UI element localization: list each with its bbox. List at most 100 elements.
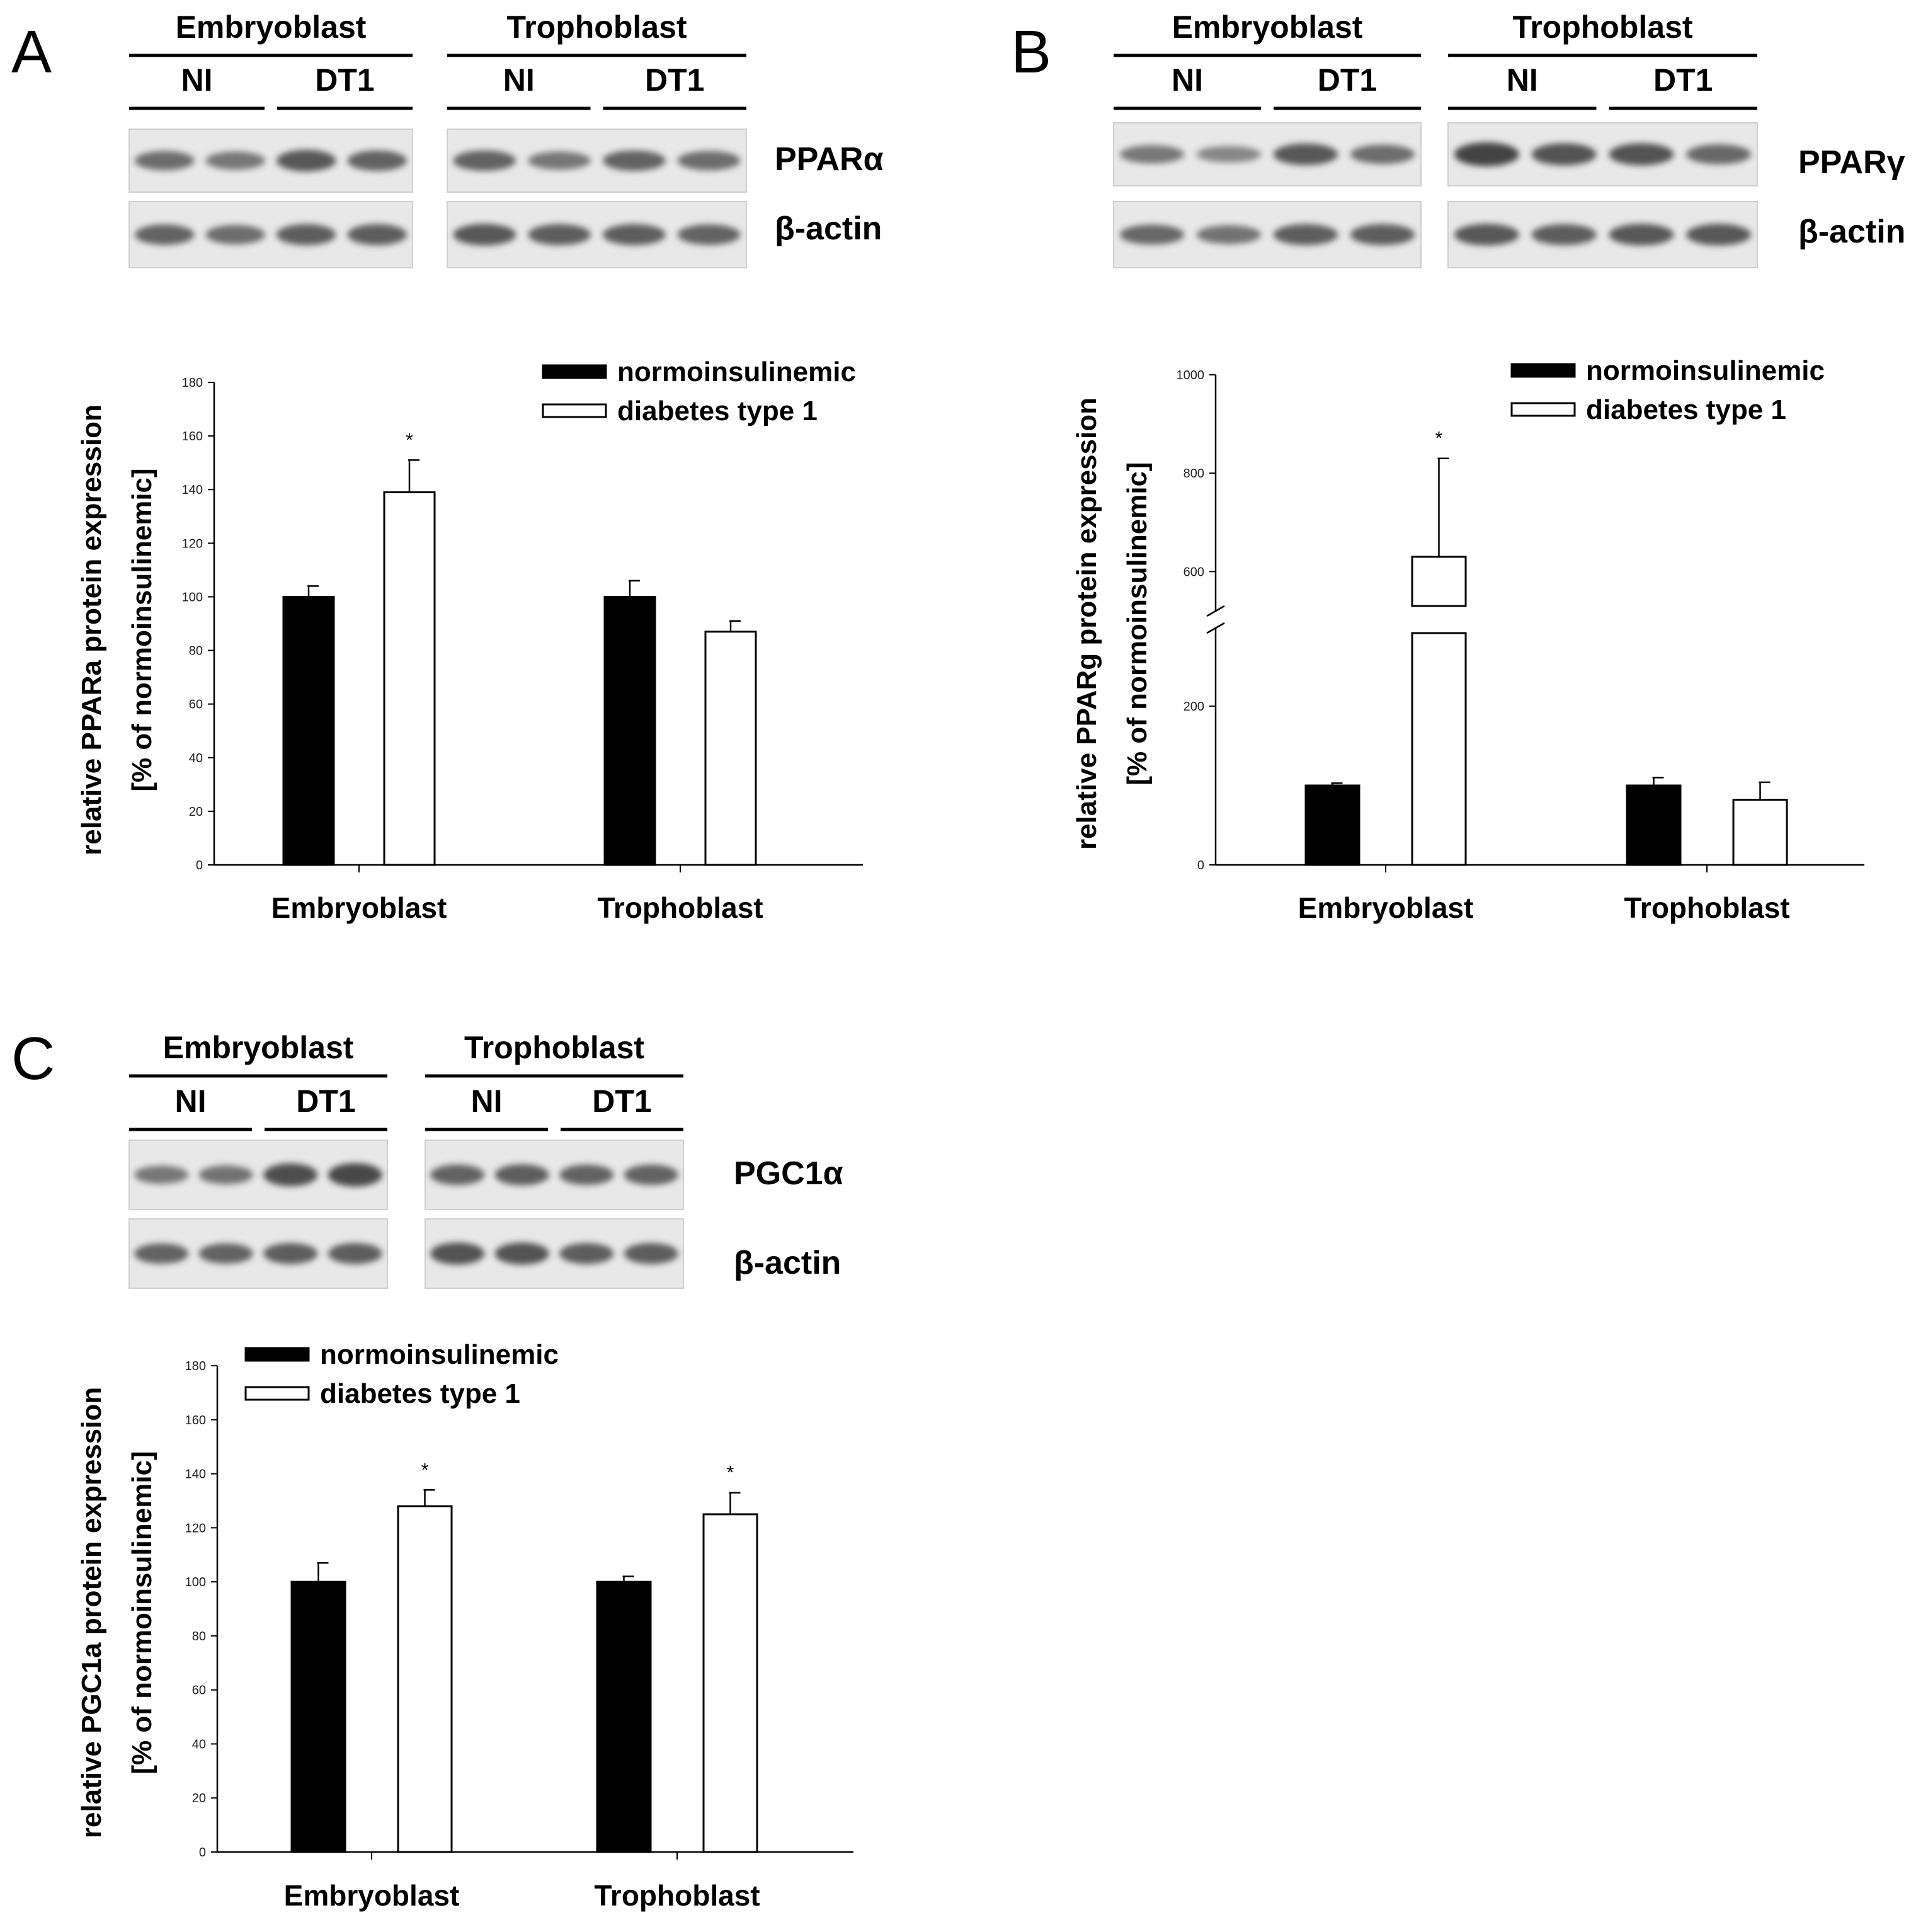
panel-letter: A — [11, 18, 52, 86]
legend-label: diabetes type 1 — [1586, 394, 1786, 425]
blot-band — [430, 1242, 485, 1265]
y-tick-label: 600 — [1184, 565, 1204, 579]
blot-band — [135, 224, 195, 245]
blot-subgroup-label: NI — [1172, 62, 1203, 98]
bar-diabetes-type-1 — [702, 1513, 758, 1853]
y-tick-label: 0 — [1197, 859, 1204, 872]
blot-band — [453, 224, 516, 246]
panel-letter: C — [11, 1025, 55, 1092]
blot-band — [1531, 143, 1597, 166]
loading-control-label: β-actin — [1798, 214, 1905, 250]
y-tick-label: 60 — [192, 1684, 206, 1698]
y-tick-label: 40 — [189, 752, 203, 765]
blot-band — [1119, 224, 1185, 245]
blot-band — [347, 224, 407, 246]
legend-label: normoinsulinemic — [617, 357, 856, 387]
y-tick-label: 20 — [189, 805, 203, 819]
blot-band — [347, 150, 407, 171]
blot-band — [1273, 143, 1338, 166]
legend-swatch — [542, 403, 607, 418]
blot-band — [263, 1163, 318, 1187]
legend-label: normoinsulinemic — [1586, 355, 1825, 386]
blot-band — [198, 1243, 253, 1264]
bar-normoinsulinemic — [1304, 784, 1360, 866]
blot-subgroup-label: NI — [181, 62, 213, 98]
blot-subgroup-label: NI — [503, 62, 535, 98]
blot-band — [453, 150, 516, 171]
blot-band — [1686, 224, 1752, 246]
panel-b: B Embryoblast NI DT1 Trophoblast NI DT1 PPARγ β-… — [1011, 9, 1905, 924]
bar-diabetes-type-1 — [383, 491, 436, 866]
blot-band — [528, 151, 591, 170]
panel-letter: B — [1011, 18, 1051, 86]
blot-band — [494, 1164, 549, 1186]
blot-band — [1454, 224, 1519, 246]
blot-group-label: Embryoblast — [1172, 9, 1363, 45]
blot-band — [277, 149, 336, 172]
blot-band — [205, 225, 265, 244]
blot-band — [430, 1164, 485, 1186]
y-axis-label-units: [% of normoinsulinemic] — [127, 1451, 157, 1774]
y-tick-label: 0 — [199, 1846, 206, 1860]
bar-diabetes-type-1 — [1732, 799, 1788, 866]
x-category-label: Embryoblast — [1298, 891, 1474, 924]
blot-group-label: Embryoblast — [163, 1030, 354, 1065]
y-axis-label: relative PPARg protein expression — [1071, 397, 1102, 850]
blot-band — [1531, 224, 1597, 246]
blot-band — [624, 1243, 678, 1264]
blot-band — [328, 1163, 382, 1187]
blot-subgroup-label: NI — [1507, 62, 1538, 98]
y-tick-label: 100 — [182, 590, 203, 604]
blot-band — [494, 1242, 549, 1265]
significance-marker: * — [406, 430, 413, 450]
blot-group-label: Trophoblast — [464, 1030, 644, 1065]
x-category-label: Trophoblast — [597, 891, 763, 924]
y-tick-label: 40 — [192, 1737, 206, 1751]
legend-label: normoinsulinemic — [320, 1339, 559, 1370]
bar-diabetes-type-1 — [397, 1505, 453, 1853]
blot-band — [559, 1164, 614, 1186]
blot-band — [603, 150, 666, 171]
blot-band — [1686, 144, 1752, 164]
bar-diabetes-type-1-upper — [1411, 556, 1467, 607]
y-tick-label: 0 — [196, 859, 203, 872]
axis-break-mark — [1206, 605, 1225, 617]
y-tick-label: 1000 — [1177, 369, 1205, 382]
x-category-label: Trophoblast — [1624, 891, 1789, 924]
protein-label: PPARγ — [1798, 144, 1905, 181]
blot-band — [198, 1165, 253, 1184]
y-tick-label: 140 — [185, 1468, 206, 1482]
significance-marker: * — [1435, 428, 1443, 449]
y-axis-label-units: [% of normoinsulinemic] — [127, 468, 157, 791]
loading-control-label: β-actin — [775, 210, 882, 247]
blot-band — [1350, 224, 1415, 246]
blot-band — [603, 224, 666, 246]
bar-diabetes-type-1-lower — [1411, 632, 1467, 866]
x-category-label: Embryoblast — [271, 891, 447, 924]
blot-subgroup-label: DT1 — [1653, 62, 1713, 98]
y-tick-label: 160 — [182, 430, 203, 443]
blot-band — [134, 1243, 189, 1264]
blot-band — [1196, 225, 1262, 244]
blot-band — [263, 1243, 318, 1264]
y-tick-label: 120 — [185, 1521, 206, 1535]
blot-subgroup-label: DT1 — [1318, 62, 1377, 98]
y-tick-label: 60 — [189, 698, 203, 712]
blot-band — [1350, 144, 1415, 164]
y-tick-label: 80 — [189, 644, 203, 658]
blot-group-label: Trophoblast — [1512, 9, 1692, 45]
blot-subgroup-label: DT1 — [296, 1083, 355, 1119]
y-tick-label: 180 — [182, 376, 203, 390]
y-tick-label: 140 — [182, 483, 203, 497]
bar-normoinsulinemic — [282, 595, 335, 866]
y-tick-label: 80 — [192, 1630, 206, 1643]
bar-normoinsulinemic — [290, 1580, 346, 1853]
blot-band — [677, 151, 741, 171]
blot-group-label: Trophoblast — [506, 9, 687, 45]
legend-swatch — [244, 1386, 310, 1401]
bar-normoinsulinemic — [596, 1580, 652, 1853]
blot-subgroup-label: DT1 — [645, 62, 704, 98]
x-category-label: Embryoblast — [284, 1879, 460, 1912]
blot-group-label: Embryoblast — [176, 9, 367, 45]
